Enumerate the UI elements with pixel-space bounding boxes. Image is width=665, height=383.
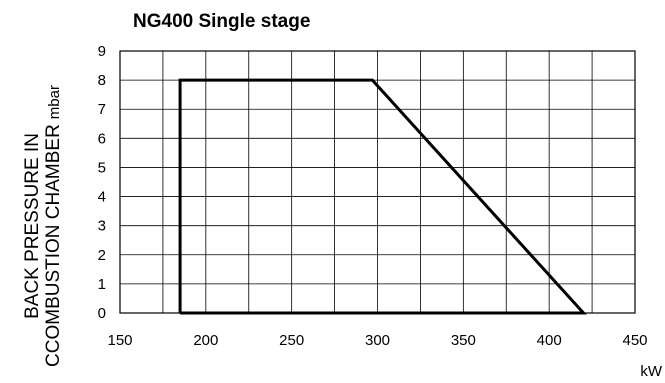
x-tick-label: 450	[622, 332, 647, 349]
x-tick-label: 400	[537, 332, 562, 349]
y-tick-label: 8	[98, 72, 106, 89]
y-tick-label: 6	[98, 130, 106, 147]
x-tick-label: 300	[365, 332, 390, 349]
x-axis-label: kW	[640, 363, 663, 380]
series-group	[178, 78, 587, 315]
x-tick-labels: 150 200 250 300 350 400 450	[107, 332, 647, 349]
x-tick-label: 350	[451, 332, 476, 349]
y-axis-label-line2-text: CCOMBUSTION CHAMBER	[43, 124, 64, 367]
y-tick-label: 1	[98, 276, 106, 293]
y-tick-label: 9	[98, 43, 106, 60]
x-tick-label: 200	[193, 332, 218, 349]
x-tick-label: 150	[107, 332, 132, 349]
y-axis-label: BACK PRESSURE IN CCOMBUSTION CHAMBER mbar	[22, 85, 64, 367]
y-tick-label: 5	[98, 159, 106, 176]
y-axis-label-line2: CCOMBUSTION CHAMBER mbar	[43, 85, 64, 367]
series-line	[178, 78, 587, 315]
y-tick-label: 0	[98, 305, 106, 322]
y-tick-label: 4	[98, 189, 106, 206]
y-tick-label: 7	[98, 101, 106, 118]
chart-title: NG400 Single stage	[133, 11, 310, 32]
y-axis-label-line1: BACK PRESSURE IN	[22, 133, 43, 319]
y-tick-label: 3	[98, 218, 106, 235]
y-tick-label: 2	[98, 247, 106, 264]
grid	[120, 51, 635, 313]
x-tick-label: 250	[279, 332, 304, 349]
y-tick-labels: 0 1 2 3 4 5 6 7 8 9	[98, 43, 106, 322]
y-axis-unit: mbar	[46, 85, 63, 119]
